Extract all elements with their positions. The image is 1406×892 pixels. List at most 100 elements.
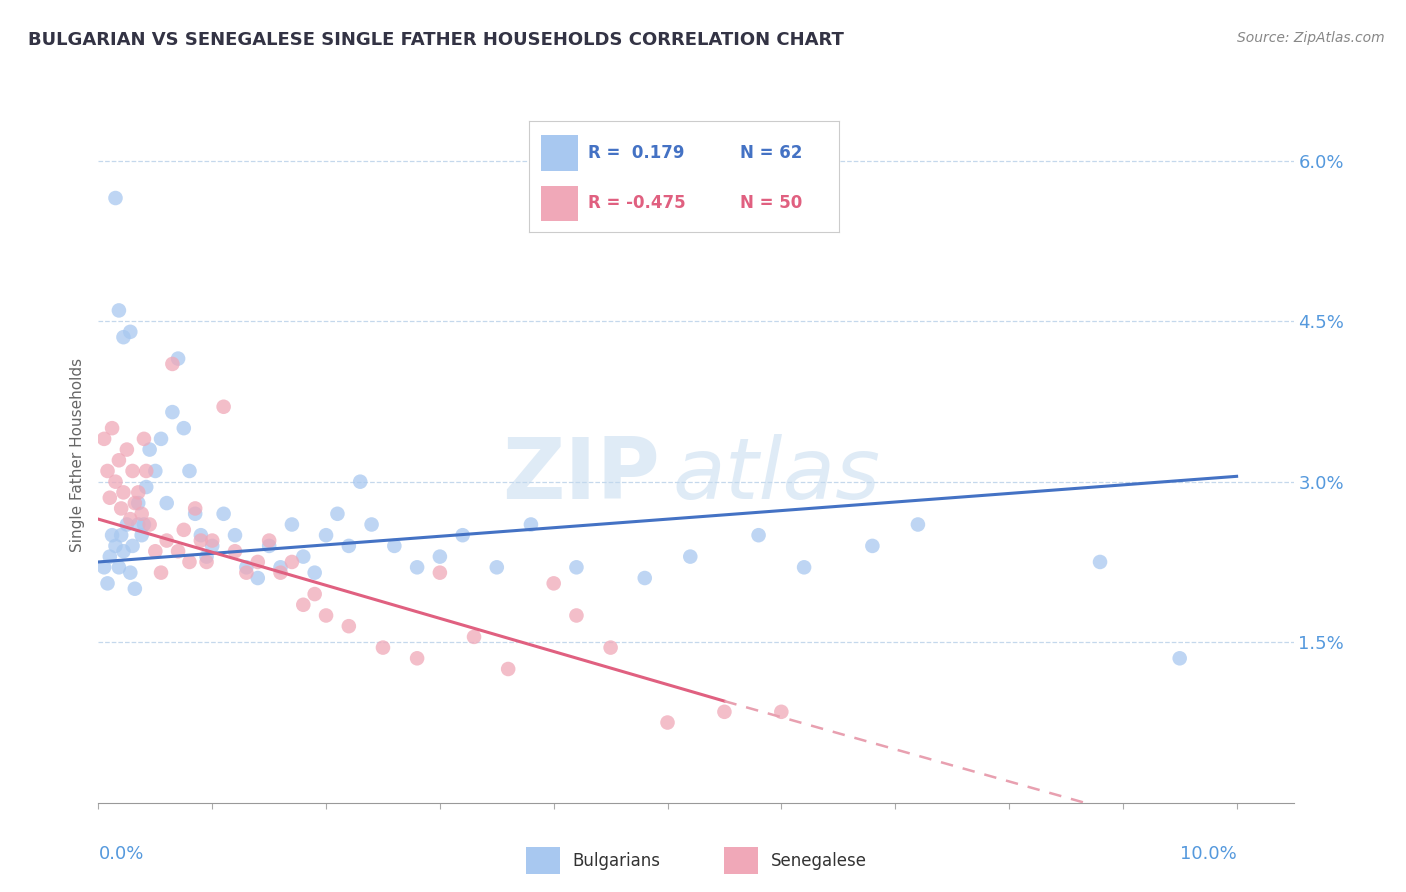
Point [138, 442, 160, 457]
Point [190, 528, 212, 542]
Point [150, 566, 173, 580]
Point [184, 501, 207, 516]
Point [429, 549, 451, 564]
Point [179, 555, 201, 569]
Point [104, 539, 127, 553]
Point [860, 539, 883, 553]
Point [246, 555, 269, 569]
Point [98, 549, 121, 564]
Point [349, 475, 371, 489]
Text: ZIP: ZIP [502, 434, 661, 517]
Point [770, 705, 793, 719]
Point [382, 539, 405, 553]
Point [121, 539, 143, 553]
Point [713, 705, 735, 719]
Bar [724, 847, 758, 874]
Point [337, 539, 360, 553]
Point [1088, 555, 1111, 569]
Point [257, 533, 280, 548]
Point [326, 507, 349, 521]
Point [162, 357, 184, 371]
Point [406, 560, 429, 574]
Point [120, 512, 142, 526]
Point [138, 517, 160, 532]
Point [96, 576, 118, 591]
Point [565, 560, 588, 574]
Point [101, 421, 124, 435]
Point [201, 539, 224, 553]
Text: 10.0%: 10.0% [1180, 845, 1237, 863]
Point [110, 501, 132, 516]
Point [135, 480, 157, 494]
Point [270, 566, 292, 580]
Point [195, 549, 218, 564]
Point [162, 405, 184, 419]
Point [292, 549, 315, 564]
Point [748, 528, 770, 542]
Point [195, 555, 218, 569]
Point [679, 549, 702, 564]
Point [127, 496, 149, 510]
Point [634, 571, 657, 585]
Point [120, 566, 142, 580]
Point [108, 560, 131, 574]
Point [115, 517, 138, 532]
Point [520, 517, 543, 532]
Point [281, 517, 304, 532]
Point [104, 475, 127, 489]
Point [270, 560, 292, 574]
Point [127, 517, 149, 532]
Text: 0.0%: 0.0% [98, 845, 143, 863]
Point [235, 566, 257, 580]
Point [173, 421, 195, 435]
Point [793, 560, 815, 574]
Point [463, 630, 485, 644]
Point [224, 544, 246, 558]
Point [246, 571, 269, 585]
Point [127, 485, 149, 500]
Text: Senegalese: Senegalese [770, 852, 866, 870]
Text: atlas: atlas [672, 434, 880, 517]
Point [101, 528, 124, 542]
Point [451, 528, 474, 542]
Text: Bulgarians: Bulgarians [572, 852, 661, 870]
Point [212, 400, 235, 414]
Point [98, 491, 121, 505]
Point [224, 528, 246, 542]
Point [496, 662, 519, 676]
Point [124, 582, 146, 596]
Point [281, 555, 304, 569]
Point [132, 517, 155, 532]
Point [135, 464, 157, 478]
Point [304, 587, 326, 601]
Point [112, 485, 135, 500]
Point [143, 544, 166, 558]
Point [124, 496, 146, 510]
Point [108, 303, 131, 318]
Point [179, 464, 201, 478]
Point [156, 496, 179, 510]
Point [131, 528, 153, 542]
Point [120, 325, 142, 339]
Point [360, 517, 382, 532]
Point [167, 351, 190, 366]
Point [292, 598, 315, 612]
Point [132, 432, 155, 446]
Point [565, 608, 588, 623]
Text: Source: ZipAtlas.com: Source: ZipAtlas.com [1237, 31, 1385, 45]
Text: BULGARIAN VS SENEGALESE SINGLE FATHER HOUSEHOLDS CORRELATION CHART: BULGARIAN VS SENEGALESE SINGLE FATHER HO… [28, 31, 844, 49]
Point [121, 464, 143, 478]
Point [315, 528, 337, 542]
Point [315, 608, 337, 623]
Point [485, 560, 508, 574]
Point [337, 619, 360, 633]
Y-axis label: Single Father Households: Single Father Households [70, 358, 86, 552]
Point [543, 576, 565, 591]
Point [406, 651, 429, 665]
Point [96, 464, 118, 478]
Point [371, 640, 394, 655]
Point [1168, 651, 1191, 665]
Point [143, 464, 166, 478]
Point [184, 507, 207, 521]
Point [115, 442, 138, 457]
